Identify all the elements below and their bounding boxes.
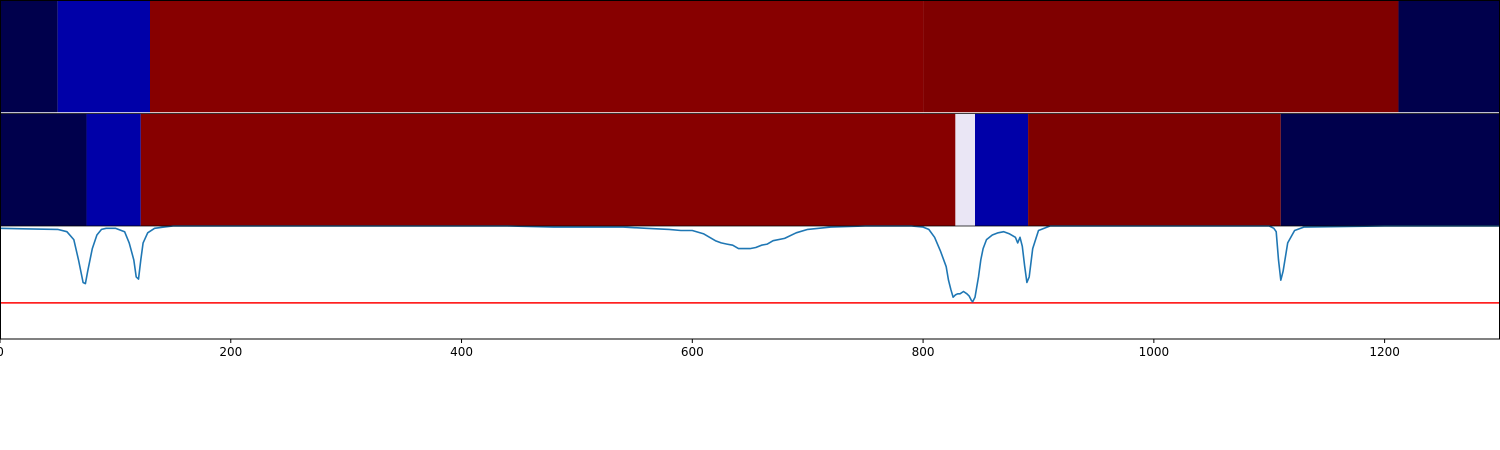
heatmap-cell-1-2 <box>57 0 150 113</box>
heatmap-cell-2-4 <box>955 113 975 226</box>
heatmap-cell-2-5 <box>975 113 1029 226</box>
heatmap-cell-1-5 <box>1398 0 1500 113</box>
heatmap-cell-2-6 <box>1028 113 1281 226</box>
x-tick-label-200: 200 <box>219 345 242 359</box>
x-axis: 0 200 400 600 800 1000 1200 <box>0 339 1400 359</box>
heatmap-cell-2-3 <box>140 113 956 226</box>
x-tick-label-600: 600 <box>681 345 704 359</box>
line-panel <box>0 225 1500 339</box>
heatmap-cell-1-3 <box>150 0 924 113</box>
heatmap-cell-2-2 <box>86 113 141 226</box>
x-tick-label-400: 400 <box>450 345 473 359</box>
heatmap-cell-1-1 <box>0 0 58 113</box>
heatmap-row-1 <box>0 0 1500 113</box>
heatmap-row-2 <box>0 113 1500 226</box>
heatmap-cell-1-4 <box>923 0 1399 113</box>
series-line-1 <box>0 225 1500 303</box>
line-panel-background <box>0 226 1500 339</box>
heatmap-cell-2-7 <box>1280 113 1500 226</box>
x-tick-label-1200: 1200 <box>1369 345 1400 359</box>
x-tick-label-1000: 1000 <box>1139 345 1170 359</box>
x-tick-label-800: 800 <box>912 345 935 359</box>
x-tick-label-0: 0 <box>0 345 4 359</box>
heatmap-cell-2-1 <box>0 113 87 226</box>
